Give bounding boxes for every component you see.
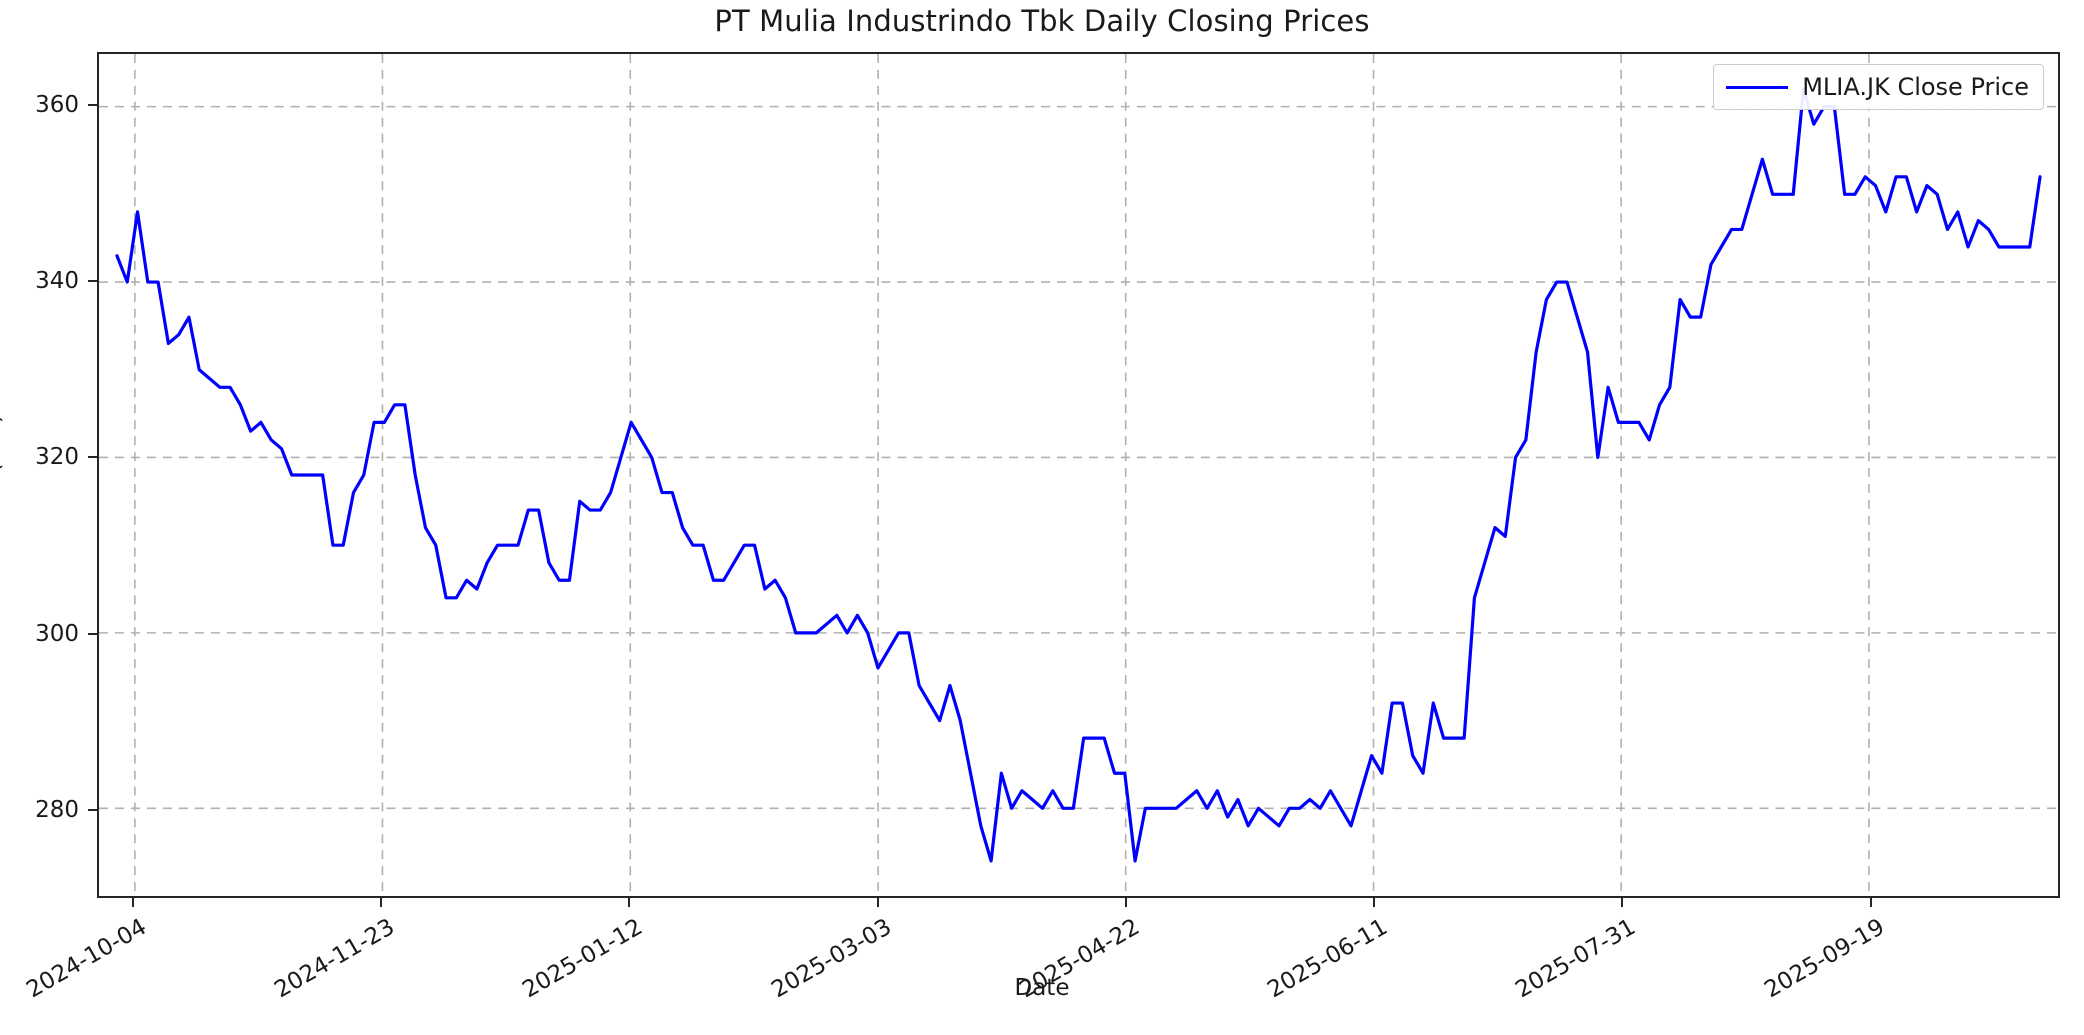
y-tick-label: 340	[35, 268, 79, 295]
x-tick-mark	[1124, 898, 1127, 907]
x-tick-mark	[380, 898, 383, 907]
y-axis: Price (IDR) 280 300 320 340 360	[0, 52, 97, 898]
y-tick-label: 300	[35, 620, 79, 647]
x-tick-label: 2025-01-12	[518, 914, 648, 1004]
x-tick-mark	[628, 898, 631, 907]
y-tick-label: 360	[35, 91, 79, 118]
x-tick-mark	[876, 898, 879, 907]
x-tick-mark	[1373, 898, 1376, 907]
plot-area: MLIA.JK Close Price	[97, 52, 2060, 898]
y-tick-mark	[88, 103, 97, 106]
x-tick-label: 2025-06-11	[1263, 914, 1393, 1004]
chart-title: PT Mulia Industrindo Tbk Daily Closing P…	[714, 4, 1370, 38]
y-tick-mark	[88, 280, 97, 283]
x-tick-mark	[1869, 898, 1872, 907]
y-tick-label: 280	[35, 796, 79, 823]
x-tick-label: 2024-10-04	[22, 914, 151, 1004]
x-tick-label: 2025-03-03	[766, 914, 896, 1004]
y-tick-label: 320	[35, 444, 79, 471]
y-tick-mark	[88, 632, 97, 635]
x-axis-label: Date	[1014, 975, 1070, 1001]
price-line-series	[99, 54, 2058, 896]
x-tick-label: 2024-11-23	[270, 914, 400, 1004]
legend-label: MLIA.JK Close Price	[1802, 73, 2029, 101]
x-tick-label: 2025-04-22	[1015, 914, 1144, 1004]
x-tick-mark	[131, 898, 134, 907]
y-tick-mark	[88, 808, 97, 811]
y-tick-mark	[88, 456, 97, 459]
x-tick-mark	[1621, 898, 1624, 907]
y-axis-label: Price (IDR)	[0, 414, 5, 536]
x-axis: 2024-10-04 2024-11-23 2025-01-12 2025-03-03…	[22, 898, 2060, 1035]
legend[interactable]: MLIA.JK Close Price	[1713, 64, 2044, 110]
x-tick-label: 2025-09-19	[1759, 914, 1889, 1004]
x-tick-label: 2025-07-31	[1511, 914, 1641, 1004]
legend-line-swatch	[1726, 85, 1789, 89]
